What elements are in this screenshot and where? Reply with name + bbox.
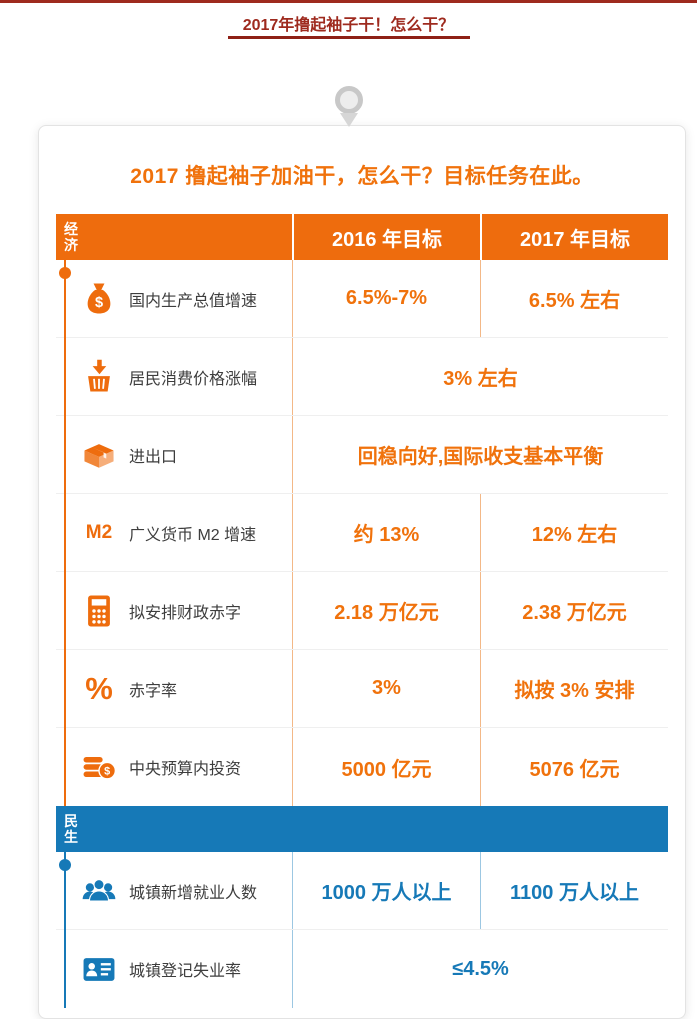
value-2017: 2.38 万亿元 — [480, 572, 668, 649]
value-merged: 回稳向好,国际收支基本平衡 — [292, 416, 668, 493]
section-minsheng: 民生 城 — [56, 806, 668, 1008]
row-unemployment-rate: 城镇登记失业率 ≤4.5% — [56, 930, 668, 1008]
title-underline — [227, 36, 470, 39]
value-merged: 3% 左右 — [292, 338, 668, 415]
row-label-cell: 居民消费价格涨幅 — [56, 338, 292, 415]
row-label: 国内生产总值增速 — [129, 292, 258, 310]
section-name-minsheng: 民生 — [56, 806, 292, 852]
svg-text:$: $ — [104, 766, 110, 778]
section-name-label: 经济 — [64, 220, 78, 253]
row-label-cell: % 赤字率 — [56, 650, 292, 727]
infographic-card: 2017 撸起袖子加油干，怎么干？目标任务在此。 经济 2016 年目标 201… — [38, 125, 686, 1019]
row-label-cell: $ 中央预算内投资 — [56, 728, 292, 806]
minsheng-header: 民生 — [56, 806, 668, 852]
row-label-cell: 拟安排财政赤字 — [56, 572, 292, 649]
row-label: 进出口 — [129, 448, 178, 466]
value-2017: 1100 万人以上 — [480, 852, 668, 929]
row-central-investment: $ 中央预算内投资 5000 亿元 5076 亿元 — [56, 728, 668, 806]
m2-icon: M2 — [85, 521, 113, 543]
row-cpi: 居民消费价格涨幅 3% 左右 — [56, 338, 668, 416]
row-deficit-ratio: % 赤字率 3% 拟按 3% 安排 — [56, 650, 668, 728]
row-label-cell: 城镇登记失业率 — [56, 930, 292, 1008]
row-label-cell: 城镇新增就业人数 — [56, 852, 292, 929]
row-m2-growth: M2 广义货币 M2 增速 约 13% 12% 左右 — [56, 494, 668, 572]
row-label: 居民消费价格涨幅 — [129, 370, 258, 388]
package-box-icon — [78, 434, 120, 476]
value-merged: ≤4.5% — [292, 930, 668, 1008]
row-label-cell: $ 国内生产总值增速 — [56, 260, 292, 337]
row-trade: 进出口 回稳向好,国际收支基本平衡 — [56, 416, 668, 494]
value-2017: 拟按 3% 安排 — [480, 650, 668, 727]
row-label: 拟安排财政赤字 — [129, 604, 242, 622]
coins-icon: $ — [78, 746, 120, 788]
minsheng-body: 城镇新增就业人数 1000 万人以上 1100 万人以上 — [56, 852, 668, 1008]
row-label-cell: M2 广义货币 M2 增速 — [56, 494, 292, 571]
pushpin-tip — [339, 113, 358, 127]
row-label: 中央预算内投资 — [129, 761, 242, 778]
page-title: 2017年撸起袖子干！怎么干？ — [242, 17, 455, 34]
top-divider — [0, 0, 697, 3]
people-icon — [78, 870, 120, 912]
percent-icon: % — [85, 670, 113, 706]
value-2016: 3% — [292, 650, 480, 727]
id-card-icon — [78, 948, 120, 990]
section-name-label: 民生 — [64, 812, 78, 845]
row-gdp-growth: $ 国内生产总值增速 6.5%-7% 6.5% 左右 — [56, 260, 668, 338]
value-2016: 1000 万人以上 — [292, 852, 480, 929]
minsheng-timeline-dot — [59, 859, 71, 871]
section-economy: 经济 2016 年目标 2017 年目标 $ 国内生产总值增速 — [56, 214, 668, 806]
row-new-jobs: 城镇新增就业人数 1000 万人以上 1100 万人以上 — [56, 852, 668, 930]
svg-text:$: $ — [95, 295, 103, 311]
row-fiscal-deficit: 拟安排财政赤字 2.18 万亿元 2.38 万亿元 — [56, 572, 668, 650]
shopping-basket-icon — [78, 356, 120, 398]
value-2016: 2.18 万亿元 — [292, 572, 480, 649]
row-label: 城镇登记失业率 — [129, 963, 242, 980]
row-label: 赤字率 — [129, 682, 178, 700]
card-title: 2017 撸起袖子加油干，怎么干？目标任务在此。 — [130, 165, 594, 188]
row-label: 城镇新增就业人数 — [129, 884, 258, 902]
minsheng-timeline — [64, 852, 66, 1008]
economy-body: $ 国内生产总值增速 6.5%-7% 6.5% 左右 — [56, 260, 668, 806]
row-label: 广义货币 M2 增速 — [129, 526, 257, 544]
value-2017: 12% 左右 — [480, 494, 668, 571]
value-2017: 5076 亿元 — [480, 728, 668, 806]
economy-timeline — [64, 260, 66, 806]
col-header-2017: 2017 年目标 — [480, 214, 668, 260]
pushpin-icon — [334, 86, 363, 127]
pushpin-head — [334, 86, 363, 114]
money-bag-icon: $ — [78, 278, 120, 320]
value-2017: 6.5% 左右 — [480, 260, 668, 337]
value-2016: 5000 亿元 — [292, 728, 480, 806]
value-2016: 约 13% — [292, 494, 480, 571]
economy-header: 经济 2016 年目标 2017 年目标 — [56, 214, 668, 260]
col-header-2016: 2016 年目标 — [292, 214, 480, 260]
section-name-economy: 经济 — [56, 214, 292, 260]
value-2016: 6.5%-7% — [292, 260, 480, 337]
economy-timeline-dot — [59, 267, 71, 279]
row-label-cell: 进出口 — [56, 416, 292, 493]
calculator-icon — [78, 590, 120, 632]
